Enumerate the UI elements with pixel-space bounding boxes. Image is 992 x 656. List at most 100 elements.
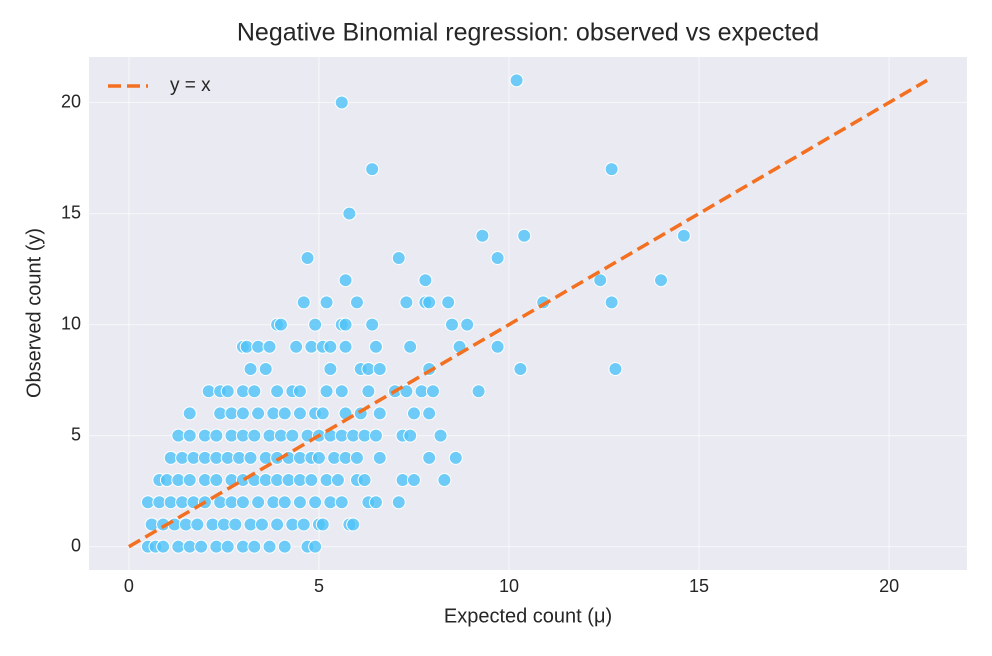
scatter-point <box>437 473 452 488</box>
scatter-point <box>311 450 326 465</box>
scatter-point <box>289 339 304 354</box>
scatter-point <box>365 317 380 332</box>
scatter-point <box>475 228 490 243</box>
scatter-point <box>399 295 414 310</box>
y-tick-label: 20 <box>61 91 81 111</box>
scatter-point <box>182 428 197 443</box>
scatter-point <box>292 495 307 510</box>
scatter-point <box>247 384 262 399</box>
scatter-point <box>285 428 300 443</box>
scatter-point <box>296 295 311 310</box>
scatter-point <box>182 406 197 421</box>
scatter-point <box>300 250 315 265</box>
scatter-point <box>365 162 380 177</box>
scatter-point <box>441 295 456 310</box>
scatter-point <box>513 362 528 377</box>
scatter-point <box>258 362 273 377</box>
scatter-point <box>490 250 505 265</box>
scatter-point <box>330 473 345 488</box>
scatter-point <box>235 495 250 510</box>
scatter-point <box>433 428 448 443</box>
x-tick-label: 20 <box>879 576 899 596</box>
scatter-point <box>247 539 262 554</box>
scatter-point <box>338 273 353 288</box>
scatter-point <box>471 384 486 399</box>
scatter-point <box>338 339 353 354</box>
scatter-point <box>273 317 288 332</box>
scatter-point <box>292 406 307 421</box>
scatter-point <box>334 495 349 510</box>
scatter-point <box>418 273 433 288</box>
scatter-point <box>220 539 235 554</box>
scatter-point <box>243 362 258 377</box>
scatter-point <box>608 362 623 377</box>
scatter-point <box>406 473 421 488</box>
scatter-point <box>277 406 292 421</box>
scatter-point <box>243 450 258 465</box>
scatter-point <box>368 339 383 354</box>
scatter-point <box>349 295 364 310</box>
scatter-point <box>334 95 349 110</box>
scatter-point <box>406 406 421 421</box>
y-axis-label: Observed count (y) <box>23 228 45 398</box>
scatter-point <box>604 162 619 177</box>
scatter-point <box>372 406 387 421</box>
scatter-point <box>190 517 205 532</box>
scatter-point <box>403 339 418 354</box>
y-tick-label: 5 <box>71 424 81 444</box>
scatter-point <box>319 384 334 399</box>
scatter-point <box>209 428 224 443</box>
scatter-point <box>357 473 372 488</box>
scatter-point <box>194 539 209 554</box>
scatter-point <box>277 495 292 510</box>
scatter-point <box>228 517 243 532</box>
scatter-point <box>368 428 383 443</box>
y-tick-label: 10 <box>61 313 81 333</box>
scatter-point <box>182 473 197 488</box>
scatter-point <box>292 384 307 399</box>
scatter-point <box>604 295 619 310</box>
scatter-point <box>308 495 323 510</box>
scatter-point <box>361 384 376 399</box>
scatter-point <box>304 473 319 488</box>
scatter-point <box>251 495 266 510</box>
chart-title: Negative Binomial regression: observed v… <box>237 19 819 47</box>
x-tick-label: 10 <box>499 576 519 596</box>
scatter-point <box>403 428 418 443</box>
scatter-point <box>422 406 437 421</box>
scatter-point <box>296 517 311 532</box>
scatter-point <box>391 250 406 265</box>
scatter-point <box>338 317 353 332</box>
scatter-point <box>209 473 224 488</box>
scatter-point <box>270 384 285 399</box>
scatter-point <box>262 339 277 354</box>
scatter-point <box>425 384 440 399</box>
scatter-point <box>156 539 171 554</box>
scatter-point <box>422 295 437 310</box>
y-tick-label: 0 <box>71 535 81 555</box>
scatter-point <box>235 406 250 421</box>
scatter-point <box>509 73 524 88</box>
x-axis-label: Expected count (μ) <box>444 605 612 627</box>
x-tick-label: 0 <box>124 576 134 596</box>
scatter-point <box>315 517 330 532</box>
reference-line <box>128 78 928 549</box>
legend-label: y = x <box>170 75 211 96</box>
scatter-point <box>490 339 505 354</box>
scatter-point <box>372 362 387 377</box>
scatter-point <box>270 517 285 532</box>
scatter-point <box>654 273 669 288</box>
scatter-point <box>460 317 475 332</box>
scatter-point <box>372 450 387 465</box>
scatter-point <box>323 362 338 377</box>
scatter-point <box>220 384 235 399</box>
scatter-point <box>593 273 608 288</box>
scatter-point <box>247 428 262 443</box>
x-tick-label: 15 <box>689 576 709 596</box>
scatter-point <box>346 517 361 532</box>
scatter-point <box>334 384 349 399</box>
scatter-point <box>448 450 463 465</box>
scatter-point <box>277 539 292 554</box>
scatter-point <box>315 406 330 421</box>
